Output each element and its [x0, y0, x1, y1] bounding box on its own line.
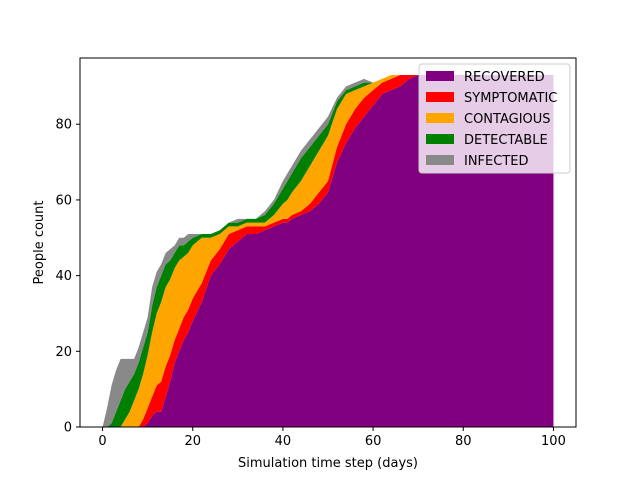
- x-axis-label: Simulation time step (days): [238, 456, 418, 471]
- x-tick-label: 0: [98, 434, 106, 449]
- legend-label-detectable: DETECTABLE: [464, 133, 548, 148]
- y-tick-label: 20: [55, 345, 72, 360]
- x-tick-label: 100: [541, 434, 566, 449]
- legend-swatch-symptomatic: [426, 92, 454, 102]
- area-contagious: [102, 75, 554, 427]
- legend-label-infected: INFECTED: [464, 154, 529, 169]
- y-tick-label: 60: [55, 193, 72, 208]
- legend-swatch-infected: [426, 155, 454, 165]
- x-tick-label: 80: [455, 434, 472, 449]
- y-axis-ticks: 0 20 40 60 80: [55, 118, 80, 436]
- y-tick-label: 0: [64, 421, 72, 436]
- y-tick-label: 80: [55, 118, 72, 133]
- x-tick-label: 60: [365, 434, 382, 449]
- plot-frame: [79, 57, 577, 428]
- x-tick-label: 20: [184, 434, 201, 449]
- legend-box: [418, 63, 571, 174]
- legend-label-symptomatic: SYMPTOMATIC: [464, 91, 557, 106]
- legend-swatch-recovered: [426, 71, 454, 81]
- legend-label-recovered: RECOVERED: [464, 70, 545, 85]
- y-tick-label: 40: [55, 269, 72, 284]
- x-tick-label: 40: [275, 434, 292, 449]
- legend-swatch-detectable: [426, 134, 454, 144]
- x-axis-ticks: 0 20 40 60 80 100: [98, 427, 566, 449]
- y-axis-label: People count: [32, 201, 47, 285]
- legend-swatch-contagious: [426, 113, 454, 123]
- legend-label-contagious: CONTAGIOUS: [464, 112, 551, 127]
- legend: RECOVERED SYMPTOMATIC CONTAGIOUS DETECTABLE…: [418, 63, 571, 174]
